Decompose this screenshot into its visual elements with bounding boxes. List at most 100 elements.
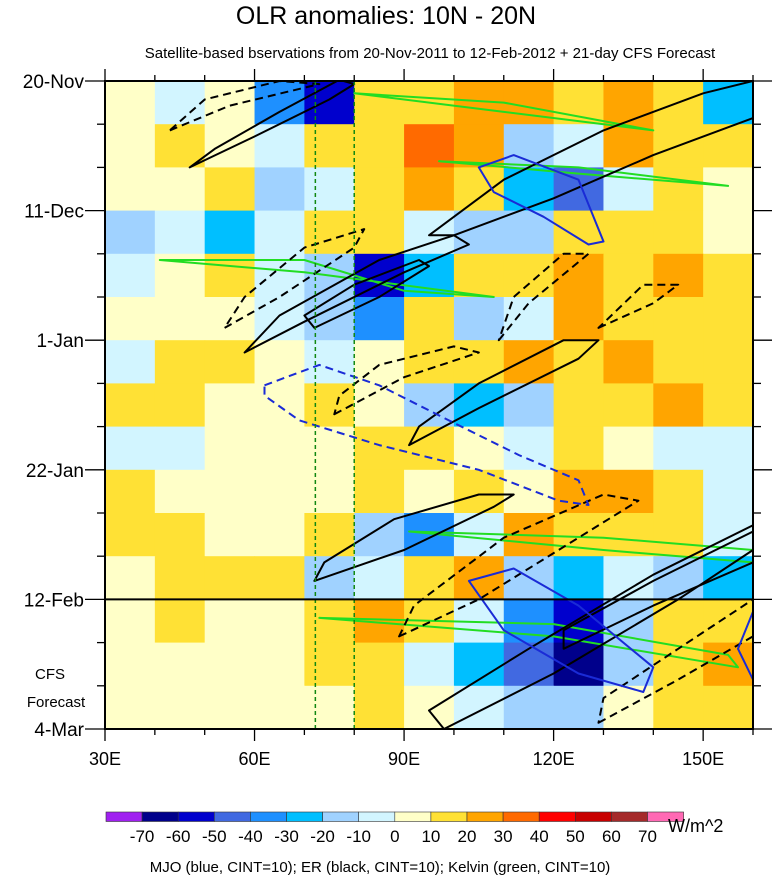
- er-contour-positive: [428, 524, 753, 729]
- heatmap-cell: [653, 340, 704, 384]
- colorbar-swatch: [322, 811, 360, 822]
- heatmap-cell: [653, 426, 704, 471]
- y-tick-label: 1-Jan: [36, 331, 84, 352]
- heatmap-cell: [553, 556, 604, 600]
- heatmap-cell: [354, 81, 405, 125]
- heatmap-cell: [304, 340, 355, 384]
- er-contour-negative: [497, 252, 590, 342]
- heatmap-cell: [653, 253, 704, 298]
- heatmap-cell: [553, 469, 604, 514]
- heatmap-cell: [354, 513, 405, 557]
- heatmap-cell: [653, 167, 704, 212]
- heatmap-cell: [404, 340, 455, 384]
- heatmap-cell: [354, 383, 405, 428]
- heatmap-cell: [105, 210, 156, 255]
- heatmap-cell: [304, 599, 355, 644]
- heatmap-cell: [204, 253, 256, 298]
- olr-heatmap: [105, 81, 753, 729]
- er-contour-positive: [243, 234, 470, 354]
- colorbar-label: -30: [274, 827, 299, 846]
- heatmap-cell: [503, 210, 555, 255]
- colorbar-label: 40: [530, 827, 549, 846]
- heatmap-cell: [304, 210, 355, 255]
- x-tick-label: 60E: [239, 749, 271, 769]
- heatmap-cell: [204, 383, 256, 428]
- heatmap-cell: [503, 253, 555, 298]
- heatmap-cell: [453, 253, 505, 298]
- heatmap-cell: [254, 599, 305, 644]
- heatmap-cell: [354, 124, 405, 168]
- colorbar-label: -40: [238, 827, 263, 846]
- colorbar-swatch: [538, 811, 576, 822]
- heatmap-cell: [105, 513, 156, 557]
- heatmap-cell: [453, 685, 505, 729]
- colorbar-swatch: [466, 811, 504, 822]
- heatmap-cell: [453, 383, 505, 428]
- colorbar-label: 0: [390, 827, 399, 846]
- heatmap-cell: [404, 685, 455, 729]
- heatmap-cell: [354, 685, 405, 729]
- kelvin-contour: [158, 259, 495, 298]
- heatmap-cell: [404, 297, 455, 341]
- heatmap-cell: [105, 167, 156, 212]
- colorbar-swatch: [177, 811, 215, 822]
- heatmap-cell: [154, 297, 206, 341]
- y-tick-label: 22-Jan: [26, 461, 84, 482]
- x-tick-label: 120E: [533, 749, 575, 769]
- colorbar-swatch: [647, 811, 684, 822]
- heatmap-cell: [404, 469, 455, 514]
- heatmap-cell: [453, 340, 505, 384]
- kelvin-contour: [318, 616, 739, 669]
- x-tick-label: 90E: [388, 749, 420, 769]
- colorbar-units: W/m^2: [668, 816, 723, 836]
- heatmap-cell: [553, 383, 604, 428]
- heatmap-cell: [603, 599, 654, 644]
- x-tick-label: 30E: [89, 749, 121, 769]
- heatmap-cell: [204, 685, 256, 729]
- heatmap-cell: [603, 124, 654, 168]
- heatmap-cell: [204, 599, 256, 644]
- heatmap-cell: [603, 513, 654, 557]
- heatmap-cell: [404, 642, 455, 687]
- er-contour-negative: [597, 598, 753, 724]
- heatmap-cell: [154, 383, 206, 428]
- heatmap-cell: [304, 685, 355, 729]
- heatmap-cell: [703, 599, 753, 644]
- heatmap-cell: [354, 469, 405, 514]
- colorbar-label: 10: [421, 827, 440, 846]
- heatmap-cell: [254, 642, 305, 687]
- heatmap-cell: [603, 426, 654, 471]
- heatmap-cell: [603, 340, 654, 384]
- heatmap-cell: [254, 167, 305, 212]
- x-tick-label: 150E: [682, 749, 724, 769]
- heatmap-cell: [453, 167, 505, 212]
- axes: 30E 60E 90E 120E 150E 20-Nov 11-Dec 1-Jan 22-Jan…: [23, 69, 772, 769]
- y-tick-label: 12-Feb: [24, 590, 84, 611]
- heatmap-cell: [304, 167, 355, 212]
- mjo-contour-positive: [477, 154, 605, 246]
- forecast-label-line2: Forecast: [27, 694, 86, 711]
- heatmap-cell: [653, 297, 704, 341]
- heatmap-cell: [703, 383, 753, 428]
- heatmap-cell: [154, 642, 206, 687]
- heatmap-cell: [254, 253, 305, 298]
- heatmap-cell: [703, 340, 753, 384]
- colorbar-label: -20: [310, 827, 335, 846]
- colorbar-label: 50: [566, 827, 585, 846]
- heatmap-cell: [105, 383, 156, 428]
- heatmap-cell: [105, 253, 156, 298]
- contour-caption: MJO (blue, CINT=10); ER (black, CINT=10)…: [150, 859, 611, 876]
- heatmap-cell: [603, 210, 654, 255]
- mjo-contour-positive: [737, 610, 753, 681]
- heatmap-cell: [703, 210, 753, 255]
- mjo-contour-positive: [467, 567, 655, 693]
- heatmap-cell: [653, 685, 704, 729]
- heatmap-cell: [354, 426, 405, 471]
- heatmap-cell: [603, 556, 654, 600]
- heatmap-cell: [304, 124, 355, 168]
- colorbar-swatch: [286, 811, 323, 822]
- colorbar-label: -50: [202, 827, 227, 846]
- heatmap-cell: [703, 685, 753, 729]
- heatmap-cell: [105, 685, 156, 729]
